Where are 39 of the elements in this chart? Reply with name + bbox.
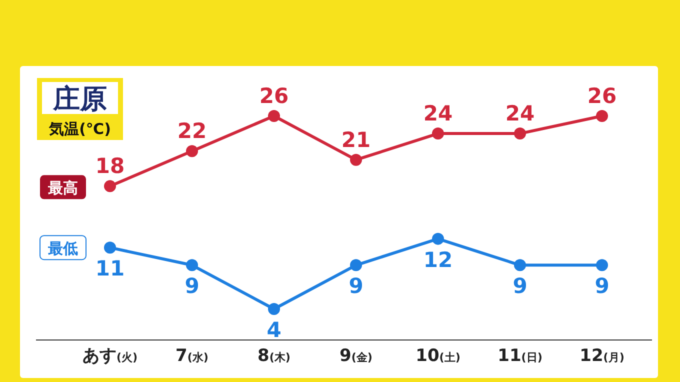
data-label: 24 <box>505 102 535 126</box>
data-label: 18 <box>95 154 125 178</box>
data-label: 9 <box>594 274 610 298</box>
data-label: 11 <box>95 256 125 281</box>
data-label: 9 <box>184 274 200 298</box>
x-tick-label: 12(月) <box>580 346 624 366</box>
point <box>596 259 608 272</box>
data-label: 26 <box>587 84 617 108</box>
point <box>186 145 198 158</box>
point <box>514 259 526 272</box>
chart-subtitle: 気温(℃) <box>48 120 111 138</box>
point <box>268 110 280 122</box>
data-label: 9 <box>348 274 364 298</box>
series-label: 最低 <box>47 240 78 258</box>
point <box>596 110 608 122</box>
x-tick-label: 10(土) <box>416 346 460 366</box>
data-label: 12 <box>423 248 453 272</box>
x-tick-label: 8(木) <box>258 346 290 366</box>
point <box>104 242 116 254</box>
point <box>104 180 116 192</box>
point <box>186 259 198 272</box>
data-label: 4 <box>266 318 282 342</box>
x-tick-label: 9(金) <box>340 346 372 366</box>
point <box>432 128 444 140</box>
x-tick-label: あす(火) <box>82 346 138 366</box>
point <box>268 303 280 315</box>
data-label: 24 <box>423 102 453 126</box>
series-label: 最高 <box>47 179 78 198</box>
data-label: 22 <box>177 119 207 144</box>
x-tick-label: 11(日) <box>498 346 542 366</box>
data-label: 26 <box>259 84 289 108</box>
point <box>350 259 362 272</box>
point <box>514 128 526 140</box>
x-tick-label: 7(水) <box>176 346 208 366</box>
data-label: 9 <box>512 274 528 298</box>
chart-title: 庄原 <box>52 84 107 115</box>
point <box>350 154 362 166</box>
point <box>432 232 444 245</box>
data-label: 21 <box>341 128 371 152</box>
